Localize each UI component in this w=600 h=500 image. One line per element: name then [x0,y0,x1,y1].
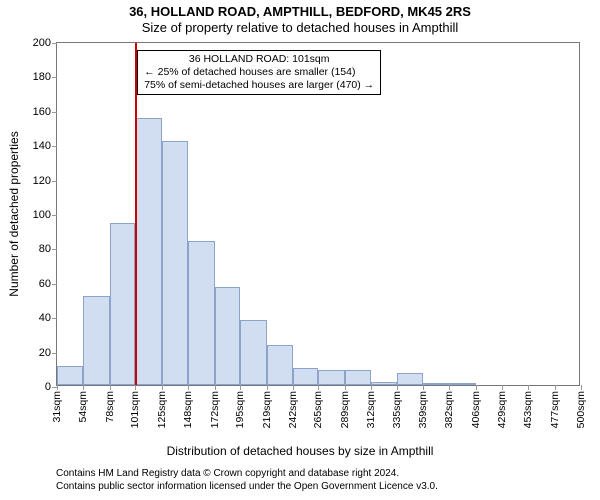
histogram-bar [293,368,319,385]
histogram-bar [423,383,449,385]
histogram-bar [83,296,110,385]
y-tick-label: 120 [33,175,57,187]
x-tick-label: 265sqm [312,385,324,428]
x-tick-label: 335sqm [391,385,403,428]
histogram-bar [318,370,345,385]
histogram-bar [345,370,371,385]
y-tick-label: 160 [33,106,57,118]
footer-line2: Contains public sector information licen… [56,481,438,494]
y-tick-label: 80 [39,243,57,255]
histogram-bar [240,320,267,385]
x-tick-label: 195sqm [234,385,246,428]
y-tick-label: 180 [33,71,57,83]
y-tick-label: 100 [33,209,57,221]
annotation-box: 36 HOLLAND ROAD: 101sqm← 25% of detached… [137,50,381,95]
histogram-bar [110,223,136,385]
histogram-bar [267,345,293,385]
histogram-bar [162,141,188,385]
histogram-bar [371,382,397,385]
x-tick-label: 101sqm [129,385,141,428]
x-tick-label: 312sqm [365,385,377,428]
x-tick-label: 172sqm [209,385,221,428]
y-axis-label: Number of detached properties [7,131,21,296]
x-tick-label: 148sqm [182,385,194,428]
x-tick-label: 242sqm [287,385,299,428]
x-tick-label: 31sqm [51,385,63,423]
plot-area: 02040608010012014016018020031sqm54sqm78s… [56,42,580,386]
annotation-line: ← 25% of detached houses are smaller (15… [144,66,374,79]
y-tick-label: 60 [39,278,57,290]
x-tick-label: 125sqm [156,385,168,428]
x-axis-label: Distribution of detached houses by size … [0,444,600,458]
annotation-line: 36 HOLLAND ROAD: 101sqm [144,53,374,66]
x-tick-label: 477sqm [549,385,561,428]
chart-title-line1: 36, HOLLAND ROAD, AMPTHILL, BEDFORD, MK4… [0,4,600,19]
x-tick-label: 219sqm [261,385,273,428]
y-tick-label: 40 [39,312,57,324]
x-tick-label: 382sqm [443,385,455,428]
x-tick-label: 406sqm [470,385,482,428]
x-tick-label: 500sqm [575,385,587,428]
histogram-bar [215,287,241,385]
x-tick-label: 429sqm [496,385,508,428]
y-tick-label: 20 [39,347,57,359]
footer-line1: Contains HM Land Registry data © Crown c… [56,468,438,481]
histogram-bar [135,118,162,385]
footer-attribution: Contains HM Land Registry data © Crown c… [56,468,438,493]
x-tick-label: 54sqm [77,385,89,423]
x-tick-label: 289sqm [339,385,351,428]
x-tick-label: 453sqm [522,385,534,428]
y-tick-label: 200 [33,37,57,49]
histogram-bar [188,241,215,385]
x-tick-label: 78sqm [104,385,116,423]
histogram-bar [57,366,83,385]
annotation-line: 75% of semi-detached houses are larger (… [144,79,374,92]
histogram-bar [397,373,424,385]
x-tick-label: 359sqm [417,385,429,428]
chart-title-line2: Size of property relative to detached ho… [0,20,600,35]
histogram-bar [449,383,476,385]
y-tick-label: 140 [33,140,57,152]
